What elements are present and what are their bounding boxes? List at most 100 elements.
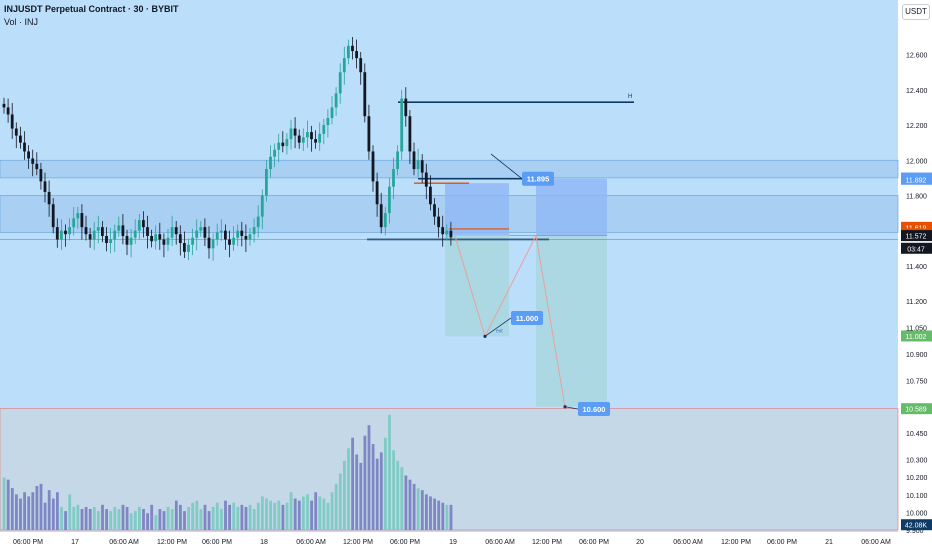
x-tick-label: 18 xyxy=(260,539,268,546)
candle-body xyxy=(301,137,305,143)
price-tag xyxy=(901,230,932,242)
volume-bar xyxy=(97,511,100,530)
x-tick-label: 12:00 PM xyxy=(343,539,373,546)
x-tick-label: 06:00 PM xyxy=(390,539,420,546)
candle-body xyxy=(351,45,354,52)
volume-bar xyxy=(277,500,281,530)
volume-bar xyxy=(449,504,453,530)
volume-bar xyxy=(47,490,51,530)
y-tick-label: 10.000 xyxy=(906,510,928,517)
volume-bar xyxy=(252,509,256,530)
candle-body xyxy=(289,128,293,140)
candle-body xyxy=(404,98,408,117)
candle-body xyxy=(23,142,26,152)
volume-bar xyxy=(302,496,305,530)
volume-bar xyxy=(244,506,248,530)
position-2-reward-box xyxy=(536,235,607,407)
y-tick-label: 9.900 xyxy=(906,528,924,535)
volume-bar xyxy=(367,425,371,530)
upper-zone xyxy=(0,159,899,179)
symbol-title[interactable]: INJUSDT Perpetual Contract · 30 · BYBIT xyxy=(4,4,179,14)
y-tick-label: 10.750 xyxy=(906,378,928,385)
volume-bar xyxy=(322,498,326,530)
candle-body xyxy=(367,116,371,152)
volume-bar xyxy=(80,509,84,530)
candle-body xyxy=(92,230,96,240)
volume-bar xyxy=(158,509,162,530)
candle-body xyxy=(260,195,264,217)
volume-bar xyxy=(150,504,154,530)
candle-body xyxy=(72,218,76,228)
candle-body xyxy=(273,149,276,157)
volume-bar xyxy=(224,500,227,530)
candle-body xyxy=(158,234,162,240)
volume-bar xyxy=(310,500,313,530)
candle-body xyxy=(437,216,440,228)
candle-body xyxy=(166,237,170,245)
candle-body xyxy=(117,225,121,231)
volume-bar xyxy=(162,511,166,530)
candle-body xyxy=(408,116,412,152)
y-tick-label: 12.400 xyxy=(906,88,928,95)
volume-bar xyxy=(441,502,445,530)
volume-bar xyxy=(371,444,375,530)
candle-body xyxy=(322,125,326,134)
candle-body xyxy=(244,235,248,240)
volume-bar xyxy=(195,500,199,530)
candle-body xyxy=(248,234,252,240)
projection-path xyxy=(454,234,566,407)
volume-bar xyxy=(318,496,322,530)
candle-body xyxy=(383,213,387,228)
candle-body xyxy=(14,128,18,136)
candle-body xyxy=(424,172,428,187)
volume-bar xyxy=(429,496,432,530)
volume-bar xyxy=(154,515,158,530)
volume-bar xyxy=(215,502,219,530)
candle-body xyxy=(306,132,309,138)
candle-body xyxy=(256,216,260,228)
candle-body xyxy=(269,156,272,170)
candle-body xyxy=(150,235,153,242)
x-tick-label: 12:00 PM xyxy=(532,539,562,546)
candle-body xyxy=(109,239,112,244)
candle-body xyxy=(35,163,39,170)
volume-bar xyxy=(109,511,113,530)
volume-bar xyxy=(388,414,391,530)
volume-bar xyxy=(199,509,203,530)
lower-zone xyxy=(0,408,899,531)
candle-body xyxy=(76,213,80,219)
volume-bar xyxy=(256,502,260,530)
label-11000-connector xyxy=(484,317,512,337)
volume-legend[interactable]: Vol · INJ xyxy=(4,17,39,27)
volume-bar xyxy=(51,498,55,530)
x-tick-label: 17 xyxy=(71,539,79,546)
candle-body xyxy=(183,243,186,252)
y-tick-label: 10.300 xyxy=(906,458,928,465)
volume-bar xyxy=(19,498,22,530)
candle-body xyxy=(80,213,84,228)
volume-bar xyxy=(129,513,133,530)
candle-body xyxy=(170,227,174,238)
candle-body xyxy=(174,227,178,235)
volume-bar xyxy=(220,509,223,530)
candle-body xyxy=(445,230,449,235)
volume-bar xyxy=(166,506,170,530)
x-tick-label: 06:00 PM xyxy=(579,539,609,546)
x-tick-label: 06:00 AM xyxy=(861,539,891,546)
volume-bar xyxy=(269,500,272,530)
candle-body xyxy=(310,132,313,140)
volume-bar xyxy=(285,502,289,530)
volume-bar xyxy=(146,513,149,530)
candle-body xyxy=(215,232,219,240)
currency-button[interactable]: USDT xyxy=(902,4,930,20)
candle-body xyxy=(55,227,59,240)
candle-body xyxy=(347,45,350,59)
volume-bar xyxy=(281,504,285,530)
volume-bar xyxy=(228,504,231,530)
candle-body xyxy=(178,234,182,244)
volume-bar xyxy=(359,462,363,530)
volume-bar xyxy=(174,500,178,530)
volume-bar xyxy=(6,479,10,530)
volume-bar xyxy=(121,504,125,530)
